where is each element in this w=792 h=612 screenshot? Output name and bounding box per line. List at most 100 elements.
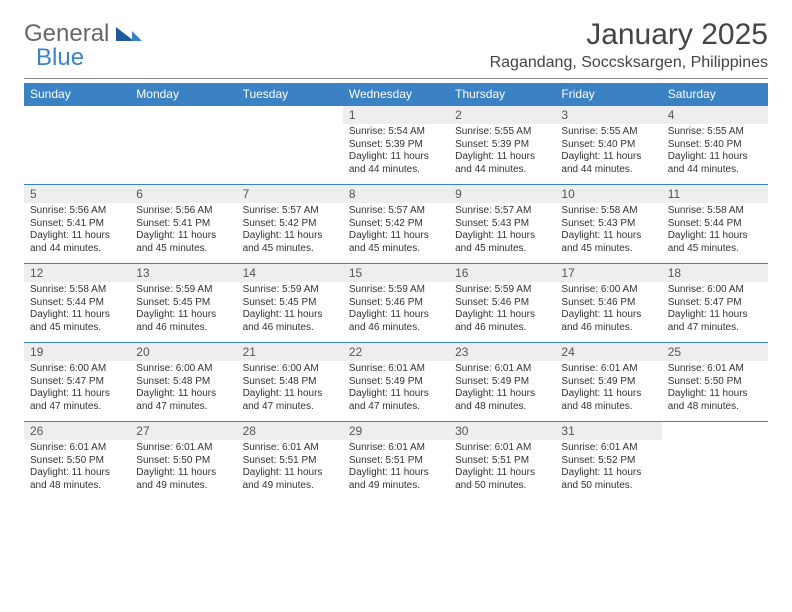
- day-detail-line: Sunset: 5:45 PM: [136, 297, 230, 310]
- day-detail-line: Sunrise: 5:58 AM: [561, 205, 655, 218]
- day-detail-line: Daylight: 11 hours: [561, 151, 655, 164]
- calendar-day-cell: 2Sunrise: 5:55 AMSunset: 5:39 PMDaylight…: [449, 106, 555, 185]
- day-detail-line: and 50 minutes.: [455, 480, 549, 493]
- day-detail-line: [243, 126, 337, 139]
- day-detail-line: Sunset: 5:40 PM: [561, 139, 655, 152]
- day-detail-line: Daylight: 11 hours: [455, 309, 549, 322]
- day-number: 23: [449, 343, 555, 361]
- day-detail-line: Daylight: 11 hours: [243, 467, 337, 480]
- day-details: Sunrise: 5:57 AMSunset: 5:43 PMDaylight:…: [449, 203, 555, 263]
- day-number: 7: [237, 185, 343, 203]
- day-detail-line: and 45 minutes.: [243, 243, 337, 256]
- day-detail-line: Sunset: 5:41 PM: [30, 218, 124, 231]
- day-detail-line: [243, 164, 337, 177]
- calendar-week-row: 19Sunrise: 6:00 AMSunset: 5:47 PMDayligh…: [24, 343, 768, 422]
- day-detail-line: Sunset: 5:43 PM: [455, 218, 549, 231]
- day-detail-line: and 49 minutes.: [349, 480, 443, 493]
- calendar-day-cell: 24Sunrise: 6:01 AMSunset: 5:49 PMDayligh…: [555, 343, 661, 422]
- day-detail-line: Sunset: 5:49 PM: [455, 376, 549, 389]
- day-number: [662, 422, 768, 440]
- day-detail-line: Daylight: 11 hours: [136, 467, 230, 480]
- day-detail-line: and 45 minutes.: [668, 243, 762, 256]
- weekday-friday: Friday: [555, 83, 661, 106]
- day-detail-line: [243, 151, 337, 164]
- calendar-week-row: 12Sunrise: 5:58 AMSunset: 5:44 PMDayligh…: [24, 264, 768, 343]
- day-detail-line: Sunrise: 5:54 AM: [349, 126, 443, 139]
- calendar-day-cell: 31Sunrise: 6:01 AMSunset: 5:52 PMDayligh…: [555, 422, 661, 501]
- day-detail-line: Sunset: 5:41 PM: [136, 218, 230, 231]
- day-number: [237, 106, 343, 124]
- day-details: Sunrise: 6:01 AMSunset: 5:51 PMDaylight:…: [237, 440, 343, 500]
- day-details: Sunrise: 6:01 AMSunset: 5:50 PMDaylight:…: [662, 361, 768, 421]
- day-detail-line: Sunset: 5:42 PM: [349, 218, 443, 231]
- day-detail-line: Sunset: 5:42 PM: [243, 218, 337, 231]
- calendar-day-cell: 11Sunrise: 5:58 AMSunset: 5:44 PMDayligh…: [662, 185, 768, 264]
- day-detail-line: Daylight: 11 hours: [561, 467, 655, 480]
- day-details: Sunrise: 5:55 AMSunset: 5:40 PMDaylight:…: [555, 124, 661, 184]
- day-detail-line: and 48 minutes.: [561, 401, 655, 414]
- day-details: Sunrise: 5:59 AMSunset: 5:45 PMDaylight:…: [130, 282, 236, 342]
- day-detail-line: Sunset: 5:46 PM: [561, 297, 655, 310]
- day-detail-line: Daylight: 11 hours: [243, 309, 337, 322]
- day-detail-line: Sunset: 5:50 PM: [668, 376, 762, 389]
- day-detail-line: Sunset: 5:39 PM: [455, 139, 549, 152]
- day-number: 18: [662, 264, 768, 282]
- day-detail-line: Sunrise: 6:01 AM: [349, 442, 443, 455]
- day-number: 20: [130, 343, 236, 361]
- day-number: 22: [343, 343, 449, 361]
- weekday-tuesday: Tuesday: [237, 83, 343, 106]
- day-detail-line: and 46 minutes.: [243, 322, 337, 335]
- day-number: 5: [24, 185, 130, 203]
- day-detail-line: Daylight: 11 hours: [455, 151, 549, 164]
- calendar-day-cell: 16Sunrise: 5:59 AMSunset: 5:46 PMDayligh…: [449, 264, 555, 343]
- day-number: 10: [555, 185, 661, 203]
- day-number: 8: [343, 185, 449, 203]
- day-details: Sunrise: 6:01 AMSunset: 5:49 PMDaylight:…: [555, 361, 661, 421]
- calendar-day-cell: [237, 106, 343, 185]
- day-detail-line: Sunrise: 6:01 AM: [455, 363, 549, 376]
- day-details: Sunrise: 5:59 AMSunset: 5:46 PMDaylight:…: [449, 282, 555, 342]
- day-detail-line: [136, 126, 230, 139]
- weekday-wednesday: Wednesday: [343, 83, 449, 106]
- day-detail-line: Sunset: 5:52 PM: [561, 455, 655, 468]
- day-detail-line: Sunrise: 5:59 AM: [136, 284, 230, 297]
- day-number: 14: [237, 264, 343, 282]
- day-detail-line: Sunset: 5:49 PM: [561, 376, 655, 389]
- day-detail-line: [243, 139, 337, 152]
- day-detail-line: and 45 minutes.: [136, 243, 230, 256]
- day-detail-line: and 48 minutes.: [668, 401, 762, 414]
- day-detail-line: and 44 minutes.: [561, 164, 655, 177]
- day-detail-line: and 45 minutes.: [455, 243, 549, 256]
- day-detail-line: Daylight: 11 hours: [561, 230, 655, 243]
- day-detail-line: Sunrise: 5:57 AM: [243, 205, 337, 218]
- day-detail-line: [668, 455, 762, 468]
- day-detail-line: Sunrise: 6:01 AM: [30, 442, 124, 455]
- day-detail-line: Daylight: 11 hours: [455, 467, 549, 480]
- day-detail-line: and 46 minutes.: [455, 322, 549, 335]
- day-detail-line: and 45 minutes.: [349, 243, 443, 256]
- day-detail-line: and 47 minutes.: [668, 322, 762, 335]
- day-detail-line: Sunrise: 5:59 AM: [243, 284, 337, 297]
- day-detail-line: [668, 467, 762, 480]
- day-detail-line: Sunset: 5:44 PM: [668, 218, 762, 231]
- day-detail-line: Sunrise: 6:00 AM: [30, 363, 124, 376]
- day-number: 31: [555, 422, 661, 440]
- weekday-thursday: Thursday: [449, 83, 555, 106]
- calendar-day-cell: 20Sunrise: 6:00 AMSunset: 5:48 PMDayligh…: [130, 343, 236, 422]
- day-number: 24: [555, 343, 661, 361]
- day-number: 21: [237, 343, 343, 361]
- logo-text-blue: Blue: [36, 44, 142, 72]
- calendar-day-cell: 9Sunrise: 5:57 AMSunset: 5:43 PMDaylight…: [449, 185, 555, 264]
- calendar-day-cell: 18Sunrise: 6:00 AMSunset: 5:47 PMDayligh…: [662, 264, 768, 343]
- logo-text-block: General Blue: [24, 20, 142, 72]
- calendar-day-cell: 23Sunrise: 6:01 AMSunset: 5:49 PMDayligh…: [449, 343, 555, 422]
- day-detail-line: Sunrise: 5:58 AM: [668, 205, 762, 218]
- day-number: 4: [662, 106, 768, 124]
- day-detail-line: and 48 minutes.: [455, 401, 549, 414]
- day-detail-line: [30, 151, 124, 164]
- day-number: 25: [662, 343, 768, 361]
- day-detail-line: Sunset: 5:47 PM: [668, 297, 762, 310]
- day-detail-line: Daylight: 11 hours: [243, 388, 337, 401]
- day-detail-line: Sunrise: 5:56 AM: [136, 205, 230, 218]
- day-detail-line: Daylight: 11 hours: [30, 388, 124, 401]
